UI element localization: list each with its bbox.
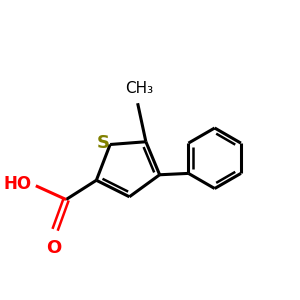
- Text: CH₃: CH₃: [125, 80, 153, 95]
- Text: O: O: [46, 239, 61, 257]
- Text: S: S: [97, 134, 110, 152]
- Text: HO: HO: [4, 176, 32, 194]
